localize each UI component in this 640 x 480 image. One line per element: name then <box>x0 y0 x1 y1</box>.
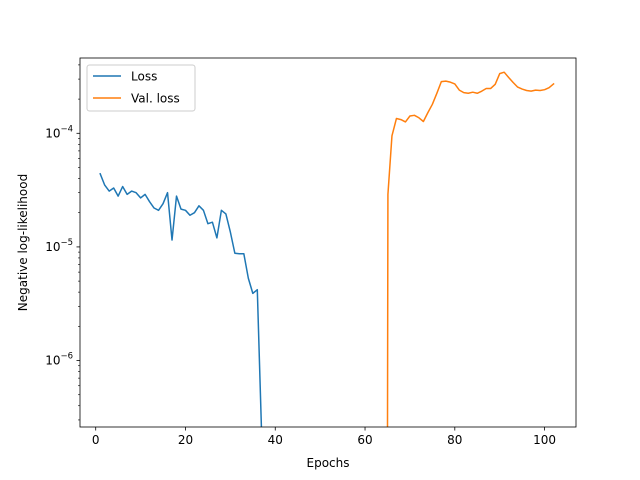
x-tick-label: 40 <box>268 433 283 447</box>
y-tick-label: 10−6 <box>45 352 73 368</box>
series-layer <box>100 71 555 427</box>
x-axis: 0 20 40 60 80 100 <box>92 427 556 447</box>
legend: Loss Val. loss <box>86 64 196 112</box>
series-line-val-loss <box>386 71 555 427</box>
y-axis: 10−6 10−5 10−4 <box>45 64 80 421</box>
x-tick-label: 100 <box>533 433 556 447</box>
y-tick-label: 10−5 <box>45 238 73 254</box>
x-tick-label: 20 <box>178 433 193 447</box>
x-tick-label: 0 <box>92 433 100 447</box>
x-tick-label: 80 <box>447 433 462 447</box>
axes-frame <box>79 57 577 428</box>
x-tick-label: 60 <box>357 433 372 447</box>
legend-label: Loss <box>131 70 157 84</box>
y-tick-label: 10−4 <box>45 124 73 140</box>
x-axis-label: Epochs <box>307 456 350 470</box>
y-axis-label: Negative log-likelihood <box>16 174 30 311</box>
legend-label: Val. loss <box>131 92 180 106</box>
